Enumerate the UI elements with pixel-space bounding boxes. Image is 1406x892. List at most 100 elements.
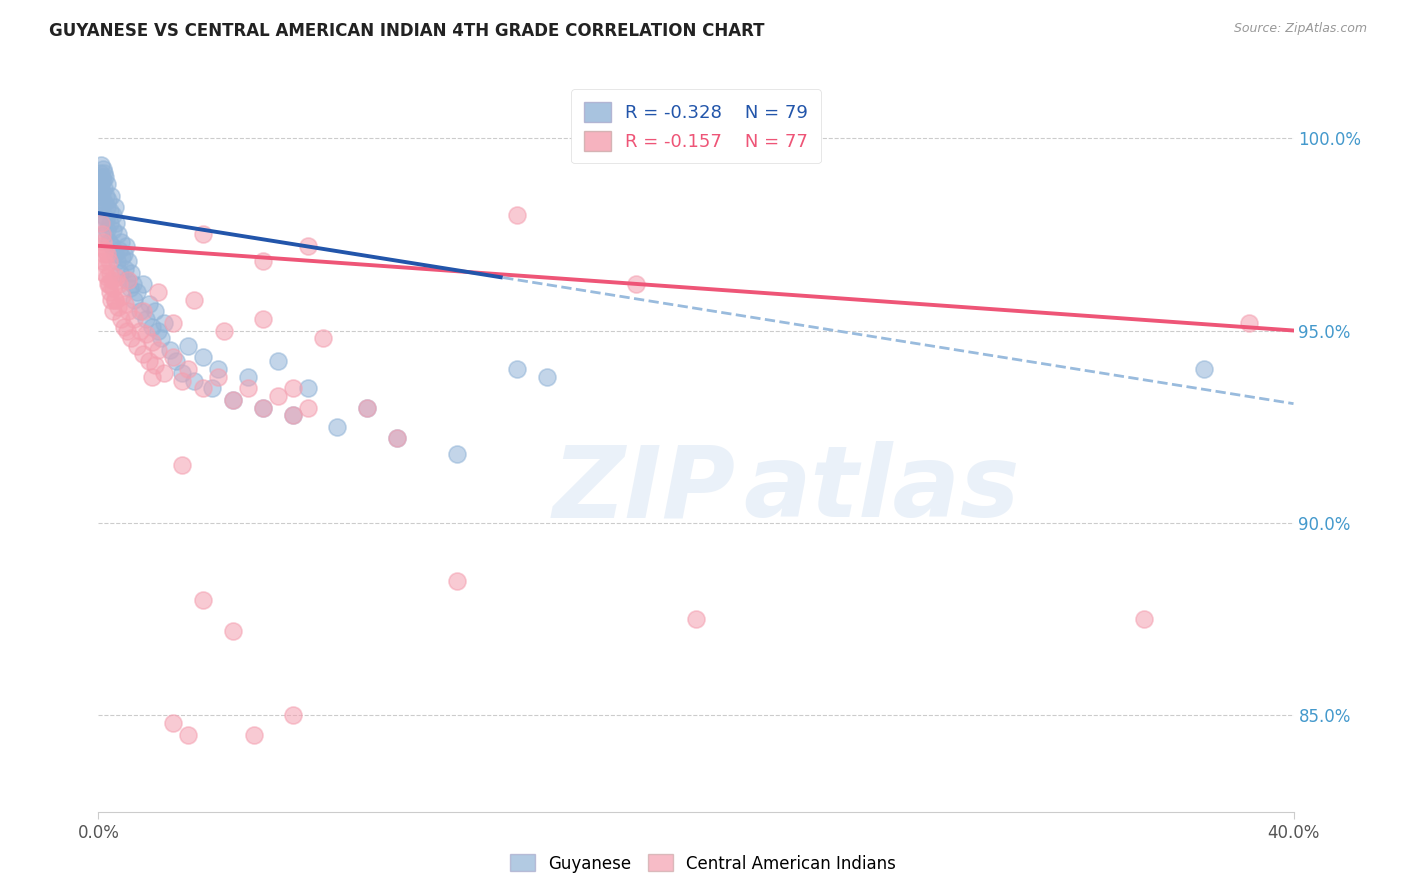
Point	[191, 227, 214, 242]
Point	[97, 277, 120, 292]
Point	[153, 366, 176, 380]
Point	[117, 304, 139, 318]
Point	[103, 281, 125, 295]
Point	[252, 254, 274, 268]
Point	[91, 169, 114, 184]
Point	[222, 624, 245, 638]
Point	[252, 312, 274, 326]
Point	[626, 277, 648, 292]
Point	[93, 246, 115, 260]
Point	[104, 246, 127, 260]
Point	[103, 223, 125, 237]
Point	[129, 304, 152, 318]
Point	[138, 296, 160, 310]
Point	[385, 431, 409, 445]
Point	[112, 246, 135, 260]
Point	[101, 208, 124, 222]
Point	[90, 216, 112, 230]
Point	[148, 285, 170, 299]
Point	[94, 227, 117, 242]
Point	[207, 369, 229, 384]
Point	[143, 304, 166, 318]
Point	[110, 312, 132, 326]
Point	[1133, 612, 1156, 626]
Point	[97, 193, 120, 207]
Point	[141, 334, 163, 349]
Point	[281, 708, 304, 723]
Point	[201, 381, 224, 395]
Point	[141, 319, 163, 334]
Point	[135, 327, 157, 342]
Point	[90, 239, 112, 253]
Point	[132, 304, 155, 318]
Point	[114, 261, 136, 276]
Point	[236, 381, 259, 395]
Point	[172, 374, 194, 388]
Point	[222, 392, 245, 407]
Point	[177, 362, 200, 376]
Point	[506, 208, 529, 222]
Point	[91, 254, 114, 268]
Point	[101, 273, 124, 287]
Point	[108, 266, 131, 280]
Point	[243, 728, 266, 742]
Point	[222, 392, 245, 407]
Point	[105, 269, 128, 284]
Point	[191, 381, 214, 395]
Point	[111, 289, 134, 303]
Point	[252, 401, 274, 415]
Point	[685, 612, 707, 626]
Point	[97, 277, 120, 292]
Point	[93, 216, 115, 230]
Point	[212, 324, 235, 338]
Point	[141, 369, 163, 384]
Point	[114, 296, 136, 310]
Point	[177, 339, 200, 353]
Point	[191, 593, 214, 607]
Point	[100, 188, 122, 202]
Point	[172, 366, 194, 380]
Point	[356, 401, 378, 415]
Point	[162, 716, 184, 731]
Point	[100, 293, 122, 307]
Point	[96, 223, 118, 237]
Point	[91, 161, 114, 176]
Point	[96, 246, 118, 260]
Point	[108, 277, 131, 292]
Point	[183, 293, 205, 307]
Text: atlas: atlas	[744, 442, 1021, 539]
Point	[94, 243, 117, 257]
Point	[124, 312, 146, 326]
Point	[183, 374, 205, 388]
Point	[118, 281, 141, 295]
Point	[94, 258, 117, 272]
Point	[98, 204, 121, 219]
Point	[89, 178, 111, 192]
Point	[98, 216, 122, 230]
Point	[107, 301, 129, 315]
Point	[129, 324, 152, 338]
Point	[1237, 316, 1260, 330]
Point	[90, 188, 112, 202]
Point	[91, 185, 114, 199]
Point	[93, 196, 115, 211]
Point	[297, 239, 319, 253]
Point	[110, 235, 132, 249]
Point	[148, 324, 170, 338]
Point	[91, 173, 114, 187]
Point	[90, 158, 112, 172]
Point	[162, 316, 184, 330]
Legend: R = -0.328    N = 79, R = -0.157    N = 77: R = -0.328 N = 79, R = -0.157 N = 77	[571, 89, 821, 163]
Point	[91, 235, 114, 249]
Point	[297, 401, 319, 415]
Point	[98, 285, 121, 299]
Point	[94, 211, 117, 226]
Point	[89, 166, 111, 180]
Point	[165, 354, 187, 368]
Point	[97, 235, 120, 249]
Point	[207, 362, 229, 376]
Point	[385, 431, 409, 445]
Legend: Guyanese, Central American Indians: Guyanese, Central American Indians	[503, 847, 903, 880]
Point	[138, 354, 160, 368]
Point	[117, 273, 139, 287]
